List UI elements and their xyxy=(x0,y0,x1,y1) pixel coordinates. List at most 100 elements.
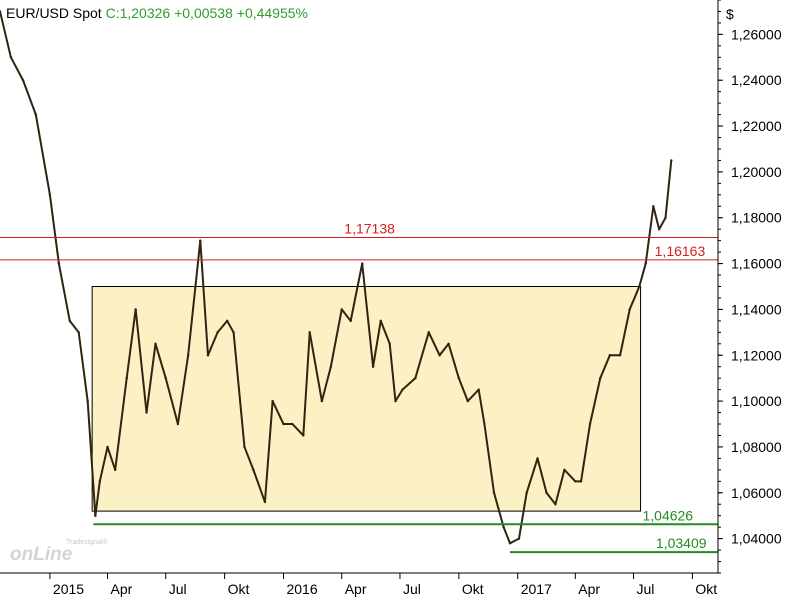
price-segment xyxy=(291,423,305,437)
price-segment xyxy=(589,377,602,426)
y-tick-label: 1,16000 xyxy=(731,256,782,272)
price-segment xyxy=(226,319,235,334)
price-point xyxy=(349,319,352,323)
x-tick-label: 2017 xyxy=(521,581,552,597)
x-tick-label: Apr xyxy=(345,581,367,597)
price-point xyxy=(154,342,157,345)
price-segment xyxy=(664,159,673,219)
price-point xyxy=(176,422,180,426)
price-segment xyxy=(438,342,450,357)
price-point xyxy=(502,525,505,529)
price-segment xyxy=(232,331,246,448)
price-segment xyxy=(243,445,255,471)
y-tick-label: 1,20000 xyxy=(731,164,782,180)
price-point xyxy=(657,228,661,231)
price-segment xyxy=(114,377,128,471)
price-point xyxy=(77,331,80,334)
y-axis-label: $ xyxy=(726,6,734,22)
price-segment xyxy=(34,113,51,196)
y-tick-label: 1,26000 xyxy=(731,26,782,42)
price-point xyxy=(360,262,364,265)
price-segment xyxy=(164,377,179,426)
x-tick-label: Apr xyxy=(578,581,600,597)
price-segment xyxy=(652,205,661,231)
price-segment xyxy=(271,400,285,426)
level-layer: 1,17138 1,16163 1,04626 1,03409 xyxy=(0,220,718,554)
price-segment xyxy=(493,491,505,529)
price-point xyxy=(48,193,52,197)
price-segment xyxy=(22,79,37,116)
price-segment xyxy=(0,10,12,59)
price-point xyxy=(664,216,667,219)
price-segment xyxy=(525,457,539,494)
support-label: 1,03409 xyxy=(656,535,707,551)
price-point xyxy=(563,468,566,472)
price-point xyxy=(86,399,89,403)
logo-small-text: Tradesignal® xyxy=(66,538,108,546)
price-point xyxy=(68,319,71,323)
price-point xyxy=(574,480,577,483)
y-tick-label: 1,10000 xyxy=(731,393,782,409)
price-point xyxy=(206,354,210,357)
price-point xyxy=(21,79,25,82)
price-segment xyxy=(320,365,332,403)
price-segment xyxy=(77,331,89,403)
price-point xyxy=(125,376,128,380)
price-point xyxy=(599,376,602,380)
price-point xyxy=(579,480,583,483)
price-point xyxy=(638,285,641,288)
price-point xyxy=(414,376,417,380)
price-segment xyxy=(536,457,548,494)
x-tick-label: Jul xyxy=(403,581,421,597)
price-point xyxy=(291,422,294,426)
price-point xyxy=(618,354,622,357)
chart-title: EUR/USD Spot C:1,20326 +0,00538 +0,44955… xyxy=(6,5,308,21)
x-tick-label: 2016 xyxy=(286,581,317,597)
price-segment xyxy=(554,468,566,506)
logo-big-text: onLine xyxy=(10,544,73,564)
price-point xyxy=(394,399,397,403)
trading-range-box xyxy=(91,286,642,512)
quote-readout: C:1,20326 +0,00538 +0,44955% xyxy=(105,5,308,21)
y-tick-label: 1,12000 xyxy=(731,347,782,363)
price-segment xyxy=(349,262,364,322)
price-point xyxy=(308,331,311,334)
price-segment xyxy=(302,331,311,437)
price-segment xyxy=(308,331,323,403)
price-segment xyxy=(145,342,157,414)
price-point xyxy=(644,262,647,265)
price-point xyxy=(263,500,267,504)
price-point xyxy=(608,354,612,357)
support-label: 1,04626 xyxy=(642,507,693,523)
price-segment xyxy=(329,308,343,368)
y-tick-label: 1,24000 xyxy=(731,72,782,88)
x-tick-label: 2015 xyxy=(53,581,84,597)
price-point xyxy=(216,331,219,334)
price-segment xyxy=(176,354,190,426)
price-point xyxy=(670,159,673,162)
price-point xyxy=(508,542,512,545)
price-segment xyxy=(125,308,137,380)
y-tick-label: 1,06000 xyxy=(731,485,782,501)
price-segment xyxy=(388,342,397,403)
range-layer xyxy=(91,286,642,512)
x-tick-label: Apr xyxy=(111,581,133,597)
price-segment xyxy=(98,445,109,483)
price-point xyxy=(329,365,333,368)
price-point xyxy=(113,468,117,472)
price-point xyxy=(525,491,528,494)
price-point xyxy=(94,514,97,517)
price-segment xyxy=(628,285,641,311)
price-point xyxy=(282,422,285,426)
symbol-name: EUR/USD Spot xyxy=(6,5,102,21)
price-point xyxy=(447,342,450,345)
price-segment xyxy=(94,480,101,517)
price-point xyxy=(536,457,539,460)
price-point xyxy=(588,422,592,426)
price-point xyxy=(0,10,2,13)
price-segment xyxy=(427,331,441,357)
price-segment xyxy=(414,331,430,380)
price-segment xyxy=(206,331,219,357)
price-segment xyxy=(545,491,557,506)
price-segment xyxy=(340,308,352,322)
